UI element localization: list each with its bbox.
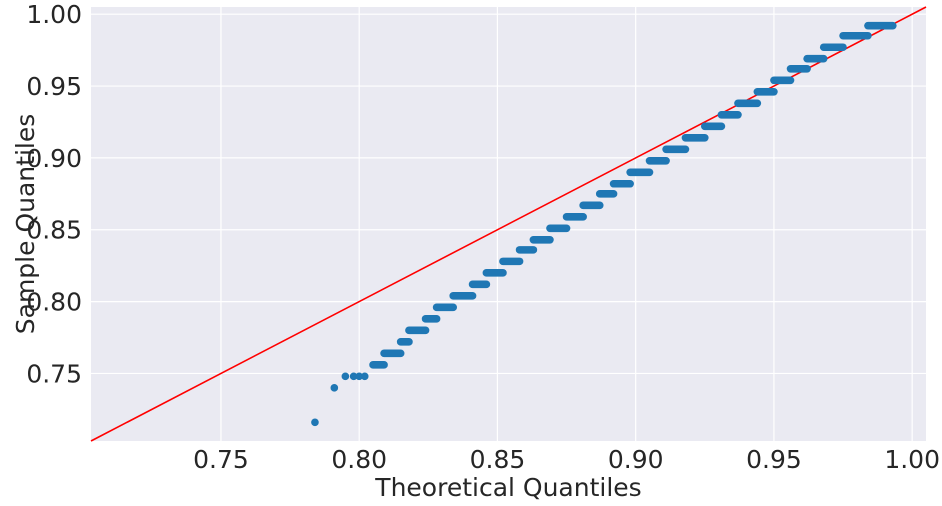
x-tick-label: 0.85 (470, 445, 526, 474)
x-tick-label: 1.00 (884, 445, 940, 474)
x-axis-title: Theoretical Quantiles (374, 473, 641, 502)
x-tick-label: 0.95 (746, 445, 802, 474)
y-tick-label: 0.80 (26, 288, 82, 317)
data-point (330, 384, 339, 392)
data-point (341, 372, 350, 381)
y-tick-labels: 0.75 0.80 0.85 0.90 0.95 1.00 (26, 0, 82, 388)
y-tick-label: 0.95 (26, 72, 82, 101)
y-tick-label: 1.00 (26, 0, 82, 29)
x-tick-label: 0.90 (608, 445, 664, 474)
data-point (349, 372, 358, 381)
x-tick-label: 0.80 (331, 445, 387, 474)
x-tick-labels: 0.75 0.80 0.85 0.90 0.95 1.00 (193, 445, 940, 474)
grid-lines (91, 7, 926, 441)
x-tick-label: 0.75 (193, 445, 249, 474)
y-axis-title: Sample Quantiles (11, 114, 40, 334)
data-point (360, 372, 369, 381)
data-points (311, 21, 897, 427)
y-tick-label: 0.85 (26, 216, 82, 245)
y-tick-label: 0.75 (26, 359, 82, 388)
data-point (355, 372, 363, 381)
data-point (311, 418, 319, 427)
y-tick-label: 0.90 (26, 144, 82, 173)
